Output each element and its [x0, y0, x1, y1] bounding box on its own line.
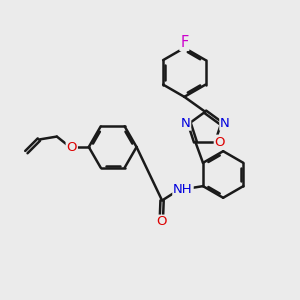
Text: O: O [156, 215, 167, 229]
Text: O: O [214, 136, 225, 148]
Text: NH: NH [173, 183, 193, 196]
Text: N: N [220, 117, 230, 130]
Text: O: O [67, 140, 77, 154]
Text: N: N [181, 117, 190, 130]
Text: F: F [180, 35, 188, 50]
